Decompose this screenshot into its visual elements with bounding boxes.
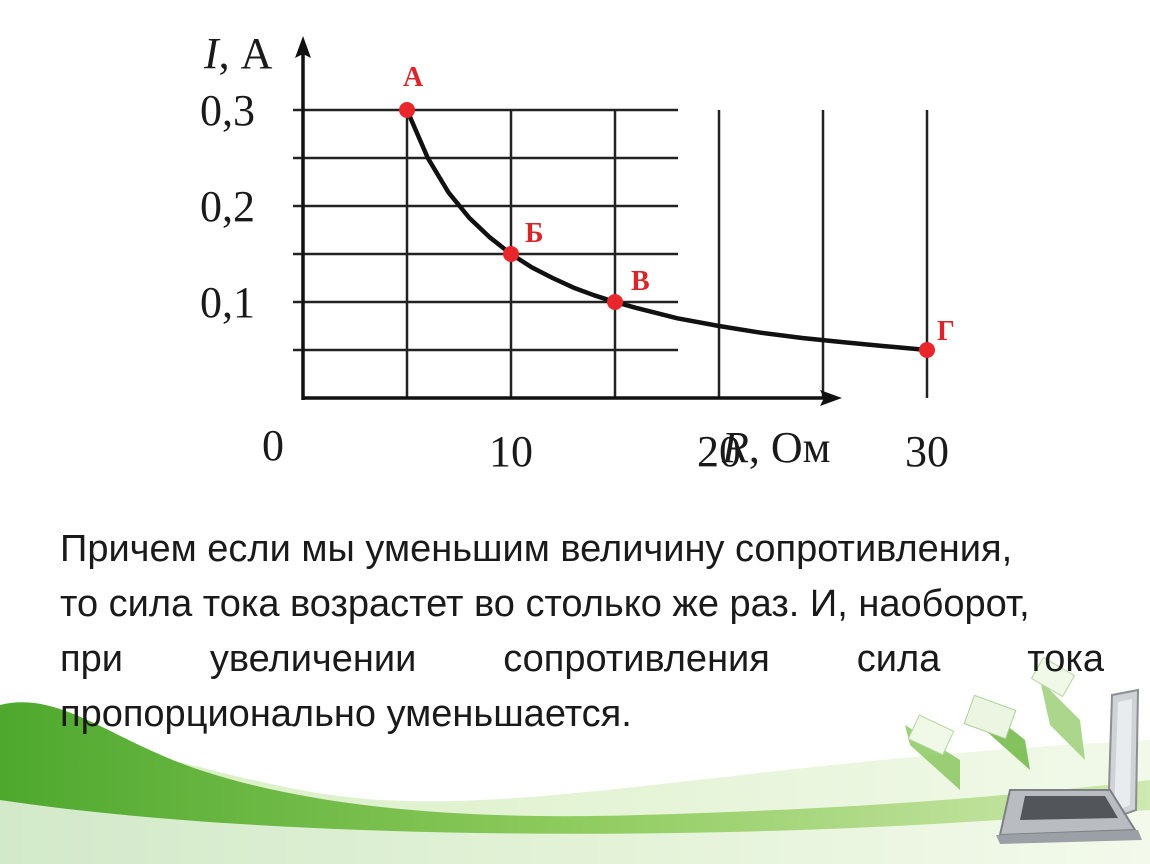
axis-labels: 0 I, А R, Ом 0,1 0,2 0,3 10 20 30 <box>200 29 949 476</box>
y-axis-title: I, А <box>203 29 273 78</box>
y-tick-label: 0,3 <box>200 86 255 135</box>
y-axis-symbol: I <box>203 29 221 78</box>
explanation-paragraph: Причем если мы уменьшим величину сопроти… <box>60 522 1104 742</box>
y-axis-unit: , А <box>219 29 273 78</box>
x-axis-unit: , Ом <box>749 423 831 472</box>
data-point-label-3: В <box>631 266 650 297</box>
envelope-streak-icons <box>905 656 1085 790</box>
axes <box>295 36 842 406</box>
y-tick-label: 0,2 <box>200 182 255 231</box>
x-tick-label: 10 <box>489 427 533 476</box>
laptop-icon <box>996 688 1142 844</box>
data-point-4 <box>919 342 935 358</box>
data-point-label-1: А <box>403 62 424 93</box>
current-resistance-chart: А Б В Г 0 I, А R, Ом 0,1 0,2 0,3 10 20 30 <box>200 29 955 476</box>
data-point-3 <box>607 294 623 310</box>
data-point-label-4: Г <box>937 316 955 347</box>
data-point-label-2: Б <box>525 218 544 249</box>
data-point-2 <box>503 246 519 262</box>
x-tick-label: 20 <box>697 427 741 476</box>
data-points: А Б В Г <box>399 62 955 358</box>
x-tick-label: 30 <box>905 427 949 476</box>
data-point-1 <box>399 102 415 118</box>
text-line-3: при увеличении сопротивления сила тока <box>60 638 1104 680</box>
y-tick-label: 0,1 <box>200 278 255 327</box>
text-line-1: Причем если мы уменьшим величину сопроти… <box>60 528 1013 570</box>
text-line-2: то сила тока возрастет во столько же раз… <box>60 583 1030 625</box>
green-wave-dark <box>0 702 1150 864</box>
text-line-4: пропорционально уменьшается. <box>60 693 632 735</box>
x-axis-arrow-icon <box>820 390 842 406</box>
y-axis-arrow-icon <box>295 36 311 58</box>
grid <box>293 108 929 398</box>
current-vs-resistance-curve <box>404 109 928 353</box>
white-wave-highlight <box>0 800 1150 864</box>
x-axis-symbol: R <box>721 423 749 472</box>
origin-tick-label: 0 <box>262 421 284 470</box>
x-axis-title: R, Ом <box>721 423 831 472</box>
